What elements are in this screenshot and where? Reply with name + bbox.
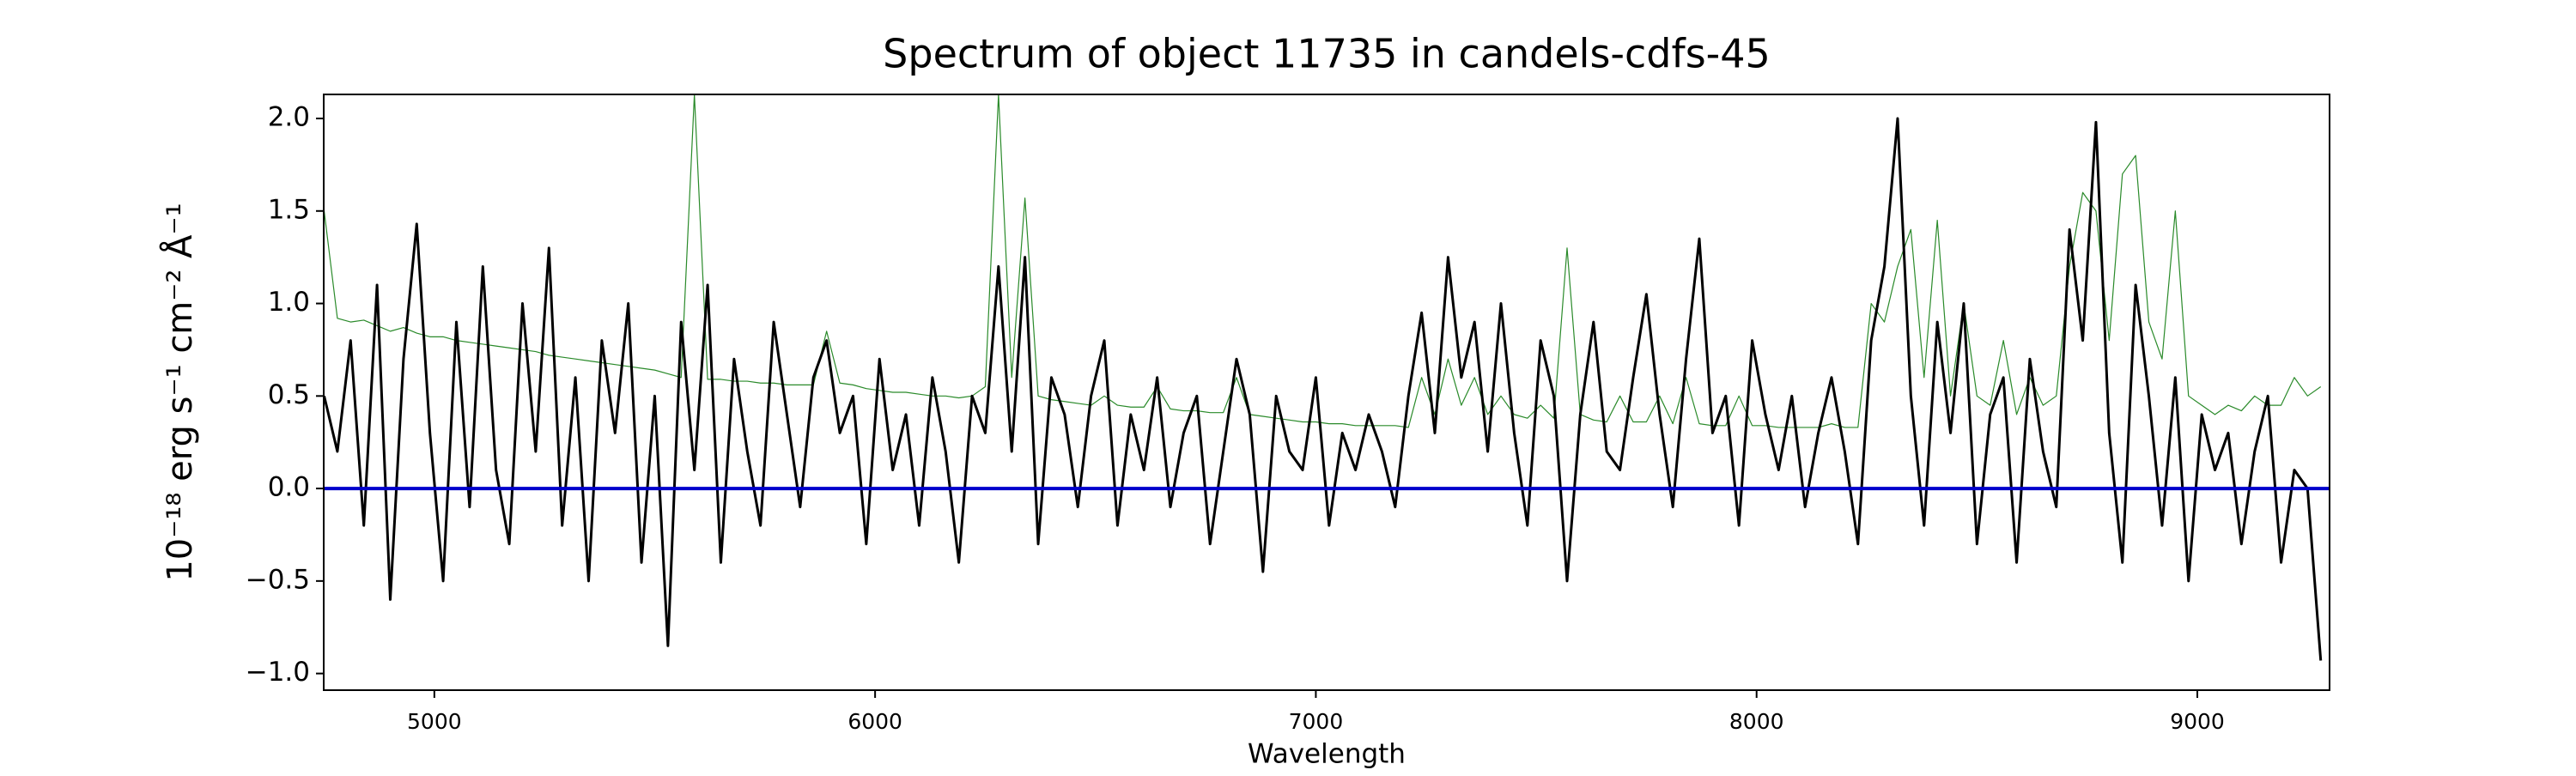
spectrum-line [324,94,2322,428]
spectrum-line [324,117,2323,661]
x-tick-label: 5000 [407,709,462,734]
y-tick-label: 1.0 [268,287,310,318]
y-tick-label: 2.0 [268,102,310,133]
plot-frame [323,94,2330,691]
x-tick-label: 8000 [1729,709,1784,734]
y-tick-label: −0.5 [246,564,310,595]
chart-title: Spectrum of object 11735 in candels-cdfs… [883,31,1771,77]
y-tick-label: 0.0 [268,472,310,503]
y-tick-label: −1.0 [246,657,310,688]
y-tick-label: 0.5 [268,379,310,410]
y-axis-label: 10⁻¹⁸ erg s⁻¹ cm⁻² Å⁻¹ [159,203,200,581]
x-tick-label: 9000 [2170,709,2225,734]
y-tick-label: 1.5 [268,194,310,225]
x-tick-label: 7000 [1289,709,1344,734]
x-axis-label: Wavelength [1248,739,1406,770]
x-tick-label: 6000 [848,709,902,734]
